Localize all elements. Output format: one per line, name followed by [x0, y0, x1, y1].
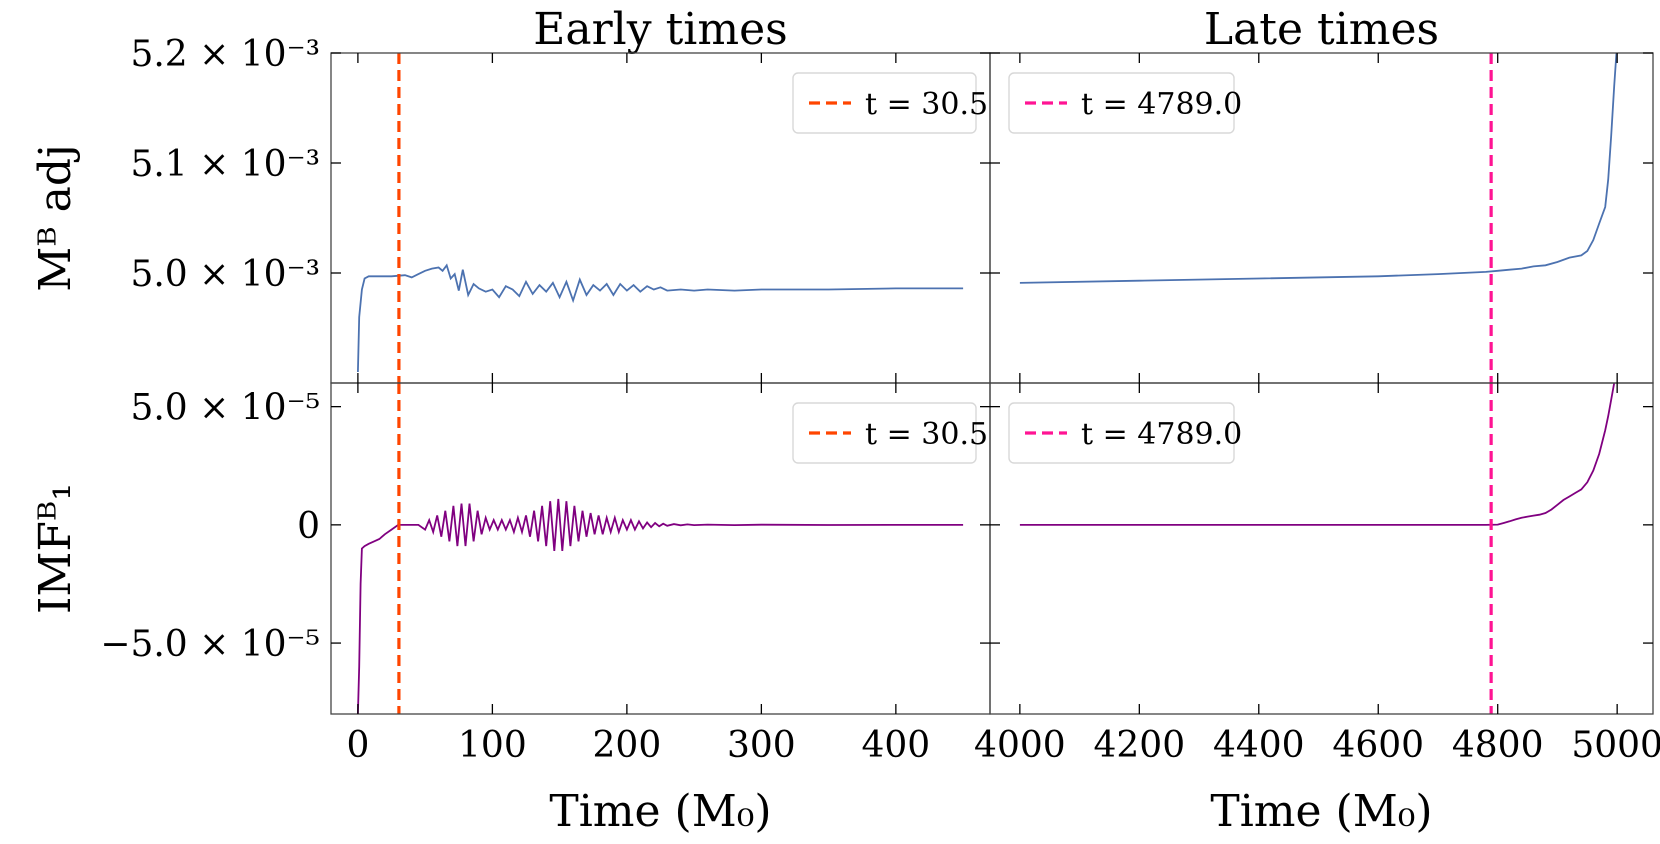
x-tick-label: 4800 [1452, 725, 1544, 766]
x-axis-title-late: Time (M₀) [1210, 786, 1432, 837]
legend-imf-early: t = 30.5 [792, 402, 988, 464]
x-tick-label: 4000 [974, 725, 1066, 766]
legend-madj-late: t = 4789.0 [1008, 72, 1242, 134]
y-tick-label: 5.0 × 10⁻³ [130, 254, 320, 295]
y-tick-label: 5.2 × 10⁻³ [130, 34, 320, 75]
legend-label: t = 30.5 [865, 87, 988, 122]
panel-title-early: Early times [533, 4, 787, 55]
legend-imf-late: t = 4789.0 [1008, 402, 1242, 464]
legend-box [792, 72, 977, 134]
series-line-imf-early [357, 498, 964, 714]
x-tick-label: 0 [346, 725, 369, 766]
x-tick-label: 100 [458, 725, 527, 766]
series-line-madj-early [357, 263, 964, 373]
x-tick-label: 300 [727, 725, 796, 766]
panel-title-late: Late times [1204, 4, 1439, 55]
legend-label: t = 4789.0 [1081, 87, 1242, 122]
legend-label: t = 30.5 [865, 417, 988, 452]
y-tick-label: −5.0 × 10⁻⁵ [100, 624, 320, 665]
legend-box [1008, 402, 1235, 464]
x-tick-label: 4400 [1213, 725, 1305, 766]
y-tick-label: 5.1 × 10⁻³ [130, 144, 320, 185]
y-tick-label: 5.0 × 10⁻⁵ [130, 388, 320, 429]
legend-box [792, 402, 977, 464]
legend-box [1008, 72, 1235, 134]
y-tick-label: 0 [297, 506, 320, 547]
axes-frame-imf-late [989, 382, 1654, 715]
legend-label: t = 4789.0 [1081, 417, 1242, 452]
x-tick-label: 4600 [1332, 725, 1424, 766]
legend-madj-early: t = 30.5 [792, 72, 988, 134]
x-tick-label: 5000 [1571, 725, 1660, 766]
x-tick-label: 200 [593, 725, 662, 766]
series-line-madj-late [1019, 53, 1618, 284]
x-tick-label: 4200 [1094, 725, 1186, 766]
x-axis-title-early: Time (M₀) [549, 786, 771, 837]
x-tick-label: 400 [861, 725, 930, 766]
y-axis-title-imf: IMFᴮ₁ [30, 483, 81, 614]
y-axis-title-madj: Mᴮ adj [30, 144, 81, 291]
